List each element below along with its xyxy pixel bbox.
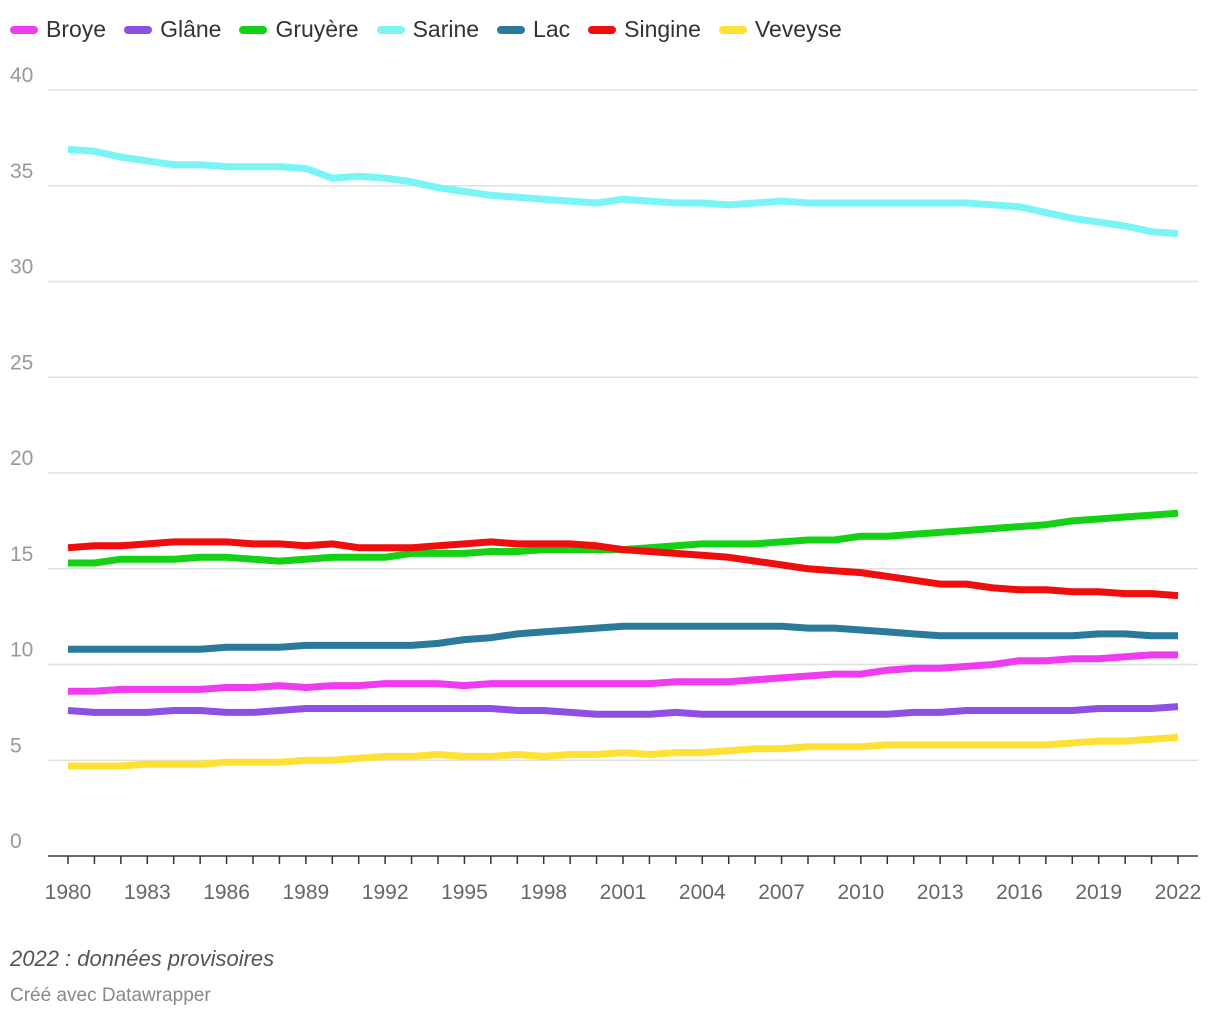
y-tick-label: 15 (10, 543, 33, 566)
y-axis: 0 5 10 15 20 25 30 35 40 (10, 64, 33, 853)
legend-label: Glâne (160, 16, 222, 42)
x-tick-label: 1992 (362, 881, 409, 904)
y-tick-label: 20 (10, 447, 33, 470)
series-line-broye (68, 651, 1178, 695)
legend-item-veveyse: Veveyse (718, 16, 842, 43)
credit-text: Créé avec Datawrapper (10, 985, 211, 1006)
series-line-gruyère (68, 509, 1179, 567)
series-line-glâne (67, 703, 1179, 718)
legend-label: Sarine (412, 16, 480, 42)
legend-label: Singine (624, 16, 701, 42)
legend-swatch (10, 25, 38, 34)
legend-swatch (497, 25, 526, 34)
y-tick-label: 40 (10, 64, 33, 87)
x-tick-label: 2001 (600, 881, 647, 904)
legend-swatch (718, 25, 747, 34)
legend-item-gruyère: Gruyère (239, 16, 359, 43)
x-tick-label: 2004 (679, 881, 726, 904)
x-tick-label: 2013 (917, 881, 964, 904)
x-tick-label: 1995 (441, 881, 488, 904)
legend-label: Broye (46, 16, 107, 42)
x-tick-label: 1986 (203, 881, 250, 904)
legend-swatch (239, 25, 268, 34)
legend-swatch (588, 25, 617, 34)
series-lines (67, 145, 1179, 770)
legend-item-lac: Lac (497, 16, 570, 43)
x-tick-label: 2016 (996, 881, 1043, 904)
legend-item-broye: Broye (10, 16, 106, 43)
y-tick-label: 25 (10, 351, 33, 374)
x-tick-label: 1998 (520, 881, 567, 904)
legend: Broye Glâne Gruyère Sarine Lac Singine Veveyse (10, 16, 860, 43)
y-tick-label: 35 (10, 160, 33, 183)
legend-item-glâne: Glâne (124, 16, 221, 43)
y-tick-label: 30 (10, 256, 33, 279)
footnote: 2022 : données provisoires (10, 946, 275, 971)
x-tick-label: 1989 (282, 881, 329, 904)
legend-label: Veveyse (754, 16, 842, 42)
y-tick-label: 10 (10, 639, 33, 662)
x-tick-label: 2007 (758, 881, 805, 904)
line-chart: 0 5 10 15 20 25 30 35 40 1980 1983 1986 1989 1992 199… (10, 64, 1202, 904)
x-axis: 1980 1983 1986 1989 1992 1995 1998 2001 2004 2007… (45, 856, 1202, 904)
series-line-singine (67, 538, 1179, 600)
x-tick-label: 1983 (124, 881, 171, 904)
legend-swatch (376, 25, 405, 34)
legend-item-sarine: Sarine (376, 16, 480, 43)
x-tick-label: 2019 (1075, 881, 1122, 904)
y-tick-label: 0 (10, 830, 22, 853)
legend-swatch (124, 25, 153, 34)
x-tick-label: 1980 (45, 881, 92, 904)
x-tick-label: 2010 (837, 881, 884, 904)
legend-label: Lac (533, 16, 571, 42)
series-line-sarine (67, 145, 1179, 238)
series-line-lac (68, 622, 1178, 653)
legend-label: Gruyère (275, 16, 359, 42)
x-tick-label: 2022 (1155, 881, 1202, 904)
y-tick-label: 5 (10, 734, 22, 757)
series-line-veveyse (68, 733, 1179, 770)
legend-item-singine: Singine (588, 16, 701, 43)
